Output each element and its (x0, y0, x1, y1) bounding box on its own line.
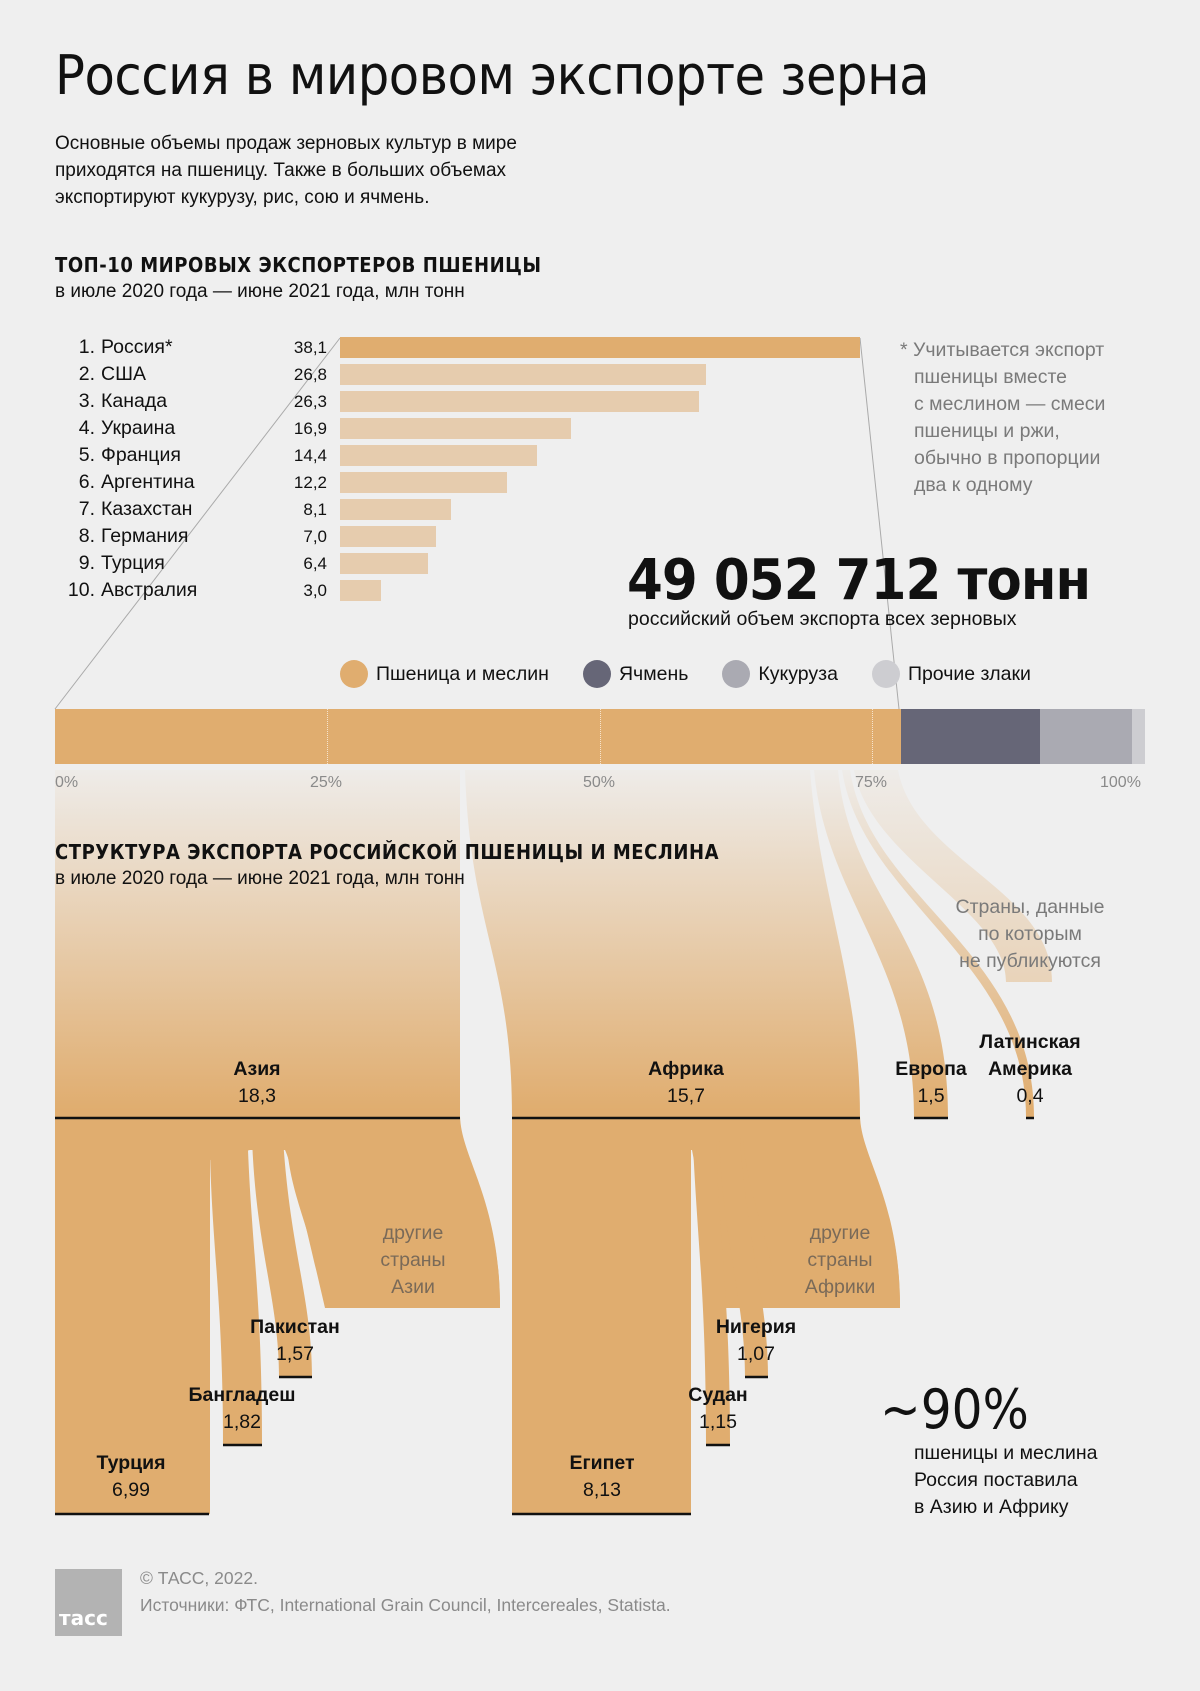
row-value: 26,8 (293, 365, 327, 384)
row-value: 8,1 (303, 500, 327, 519)
bar-usa (340, 364, 706, 385)
row-label: 10. Австралия (67, 579, 198, 601)
chart-row: 7. Казахстан 8,1 (55, 496, 875, 523)
gridline (872, 709, 873, 764)
segment-wheat (55, 709, 901, 764)
node-nigeria: Нигерия 1,07 (715, 1316, 797, 1365)
bar-france (340, 445, 537, 466)
row-label: 1. Россия* (78, 336, 173, 358)
top10-subheading: в июле 2020 года — июне 2021 года, млн т… (55, 281, 465, 302)
node-europe: Европа 1,5 (895, 1058, 967, 1107)
chart-row: 6. Аргентина 12,2 (55, 469, 875, 496)
legend-item-other: Прочие злаки (871, 660, 1031, 688)
total-export-caption: российский объем экспорта всех зерновых (628, 608, 1017, 630)
legend-item-corn: Кукуруза (722, 660, 838, 688)
other-africa-label: другие страны Африки (804, 1222, 876, 1298)
bar-turkey (340, 553, 428, 574)
node-latin-america: Латинская Америка 0,4 (979, 1031, 1081, 1107)
gridline (600, 709, 601, 764)
tass-logo: тасс (55, 1569, 122, 1636)
unpublished-label: Страны, данные по которым не публикуются (955, 896, 1105, 972)
legend-dot-icon (340, 660, 368, 688)
node-egypt: Египет 8,13 (569, 1452, 635, 1501)
legend-dot-icon (722, 660, 751, 688)
row-value: 7,0 (303, 527, 327, 546)
row-value: 6,4 (303, 554, 327, 573)
total-export-value: 49 052 712 тонн (627, 548, 1091, 613)
segment-barley (900, 709, 1041, 764)
axis-tick-label: 50% (583, 774, 616, 791)
axis-tick-label: 0% (55, 774, 79, 791)
row-label: 3. Канада (78, 390, 168, 412)
row-label: 2. США (78, 363, 146, 385)
row-label: 4. Украина (78, 417, 176, 439)
gridline (327, 709, 328, 764)
axis-tick-label: 100% (1100, 774, 1141, 791)
node-pakistan: Пакистан 1,57 (250, 1316, 340, 1365)
page-title: Россия в мировом экспорте зерна (55, 44, 930, 107)
chart-row: 10. Австралия 3,0 (55, 577, 875, 604)
node-sudan: Судан 1,15 (688, 1384, 748, 1433)
node-turkey: Турция 6,99 (96, 1452, 166, 1501)
axis-tick-label: 25% (310, 774, 343, 791)
top10-heading: ТОП-10 МИРОВЫХ ЭКСПОРТЕРОВ ПШЕНИЦЫ (55, 253, 542, 277)
chart-row: 9. Турция 6,4 (55, 550, 875, 577)
stacked-share-bar (55, 709, 1145, 764)
legend-dot-icon (871, 660, 900, 688)
bar-canada (340, 391, 699, 412)
segment-corn (1040, 709, 1132, 764)
structure-subheading: в июле 2020 года — июне 2021 года, млн т… (55, 868, 465, 889)
row-label: 7. Казахстан (78, 498, 193, 520)
bar-argentina (340, 472, 507, 493)
bar-ukraine (340, 418, 571, 439)
footer-credits: © ТАСС, 2022. Источники: ФТС, Internatio… (140, 1565, 671, 1619)
node-bangladesh: Бангладеш 1,82 (188, 1384, 296, 1433)
row-value: 38,1 (293, 338, 327, 357)
row-value: 16,9 (293, 419, 327, 438)
node-asia: Азия 18,3 (233, 1058, 281, 1107)
chart-row: 2. США 26,8 (55, 361, 875, 388)
chart-row: 3. Канада 26,3 (55, 388, 875, 415)
node-africa: Африка 15,7 (648, 1058, 724, 1107)
bar-russia (340, 337, 860, 358)
intro-text: Основные объемы продаж зерновых культур … (55, 130, 675, 211)
highlight-text: пшеницы и меслина Россия поставила в Азию … (914, 1442, 1098, 1518)
row-label: 9. Турция (78, 552, 165, 574)
footnote: * Учитывается экспорт пшеницы вместе с м… (900, 339, 1106, 496)
legend-item-wheat: Пшеница и меслин (340, 660, 549, 688)
intro-line: приходятся на пшеницу. Также в больших о… (55, 160, 507, 181)
axis-tick-label: 75% (855, 774, 888, 791)
structure-heading: СТРУКТУРА ЭКСПОРТА РОССИЙСКОЙ ПШЕНИЦЫ И … (55, 840, 720, 864)
row-value: 26,3 (293, 392, 327, 411)
row-value: 14,4 (293, 446, 327, 465)
intro-line: экспортируют кукурузу, рис, сою и ячмень… (55, 187, 430, 208)
sources: Источники: ФТС, International Grain Coun… (140, 1595, 671, 1615)
bar-australia (340, 580, 381, 601)
legend: Пшеница и меслин Ячмень Кукуруза Прочие … (340, 660, 1065, 688)
chart-row: 5. Франция 14,4 (55, 442, 875, 469)
row-value: 3,0 (303, 581, 327, 600)
row-value: 12,2 (293, 473, 327, 492)
bar-kazakhstan (340, 499, 451, 520)
other-asia-label: другие страны Азии (380, 1222, 446, 1298)
bar-germany (340, 526, 436, 547)
chart-row: 8. Германия 7,0 (55, 523, 875, 550)
chart-row: 4. Украина 16,9 (55, 415, 875, 442)
chart-row: 1. Россия* 38,1 (55, 334, 875, 361)
segment-other (1131, 709, 1145, 764)
legend-dot-icon (582, 660, 611, 688)
row-label: 8. Германия (78, 525, 189, 547)
row-label: 5. Франция (78, 444, 181, 466)
legend-item-barley: Ячмень (582, 660, 688, 688)
intro-line: Основные объемы продаж зерновых культур … (55, 133, 517, 154)
copyright: © ТАСС, 2022. (140, 1568, 258, 1588)
row-label: 6. Аргентина (78, 471, 195, 493)
highlight-percent: ~90% (880, 1378, 1029, 1441)
